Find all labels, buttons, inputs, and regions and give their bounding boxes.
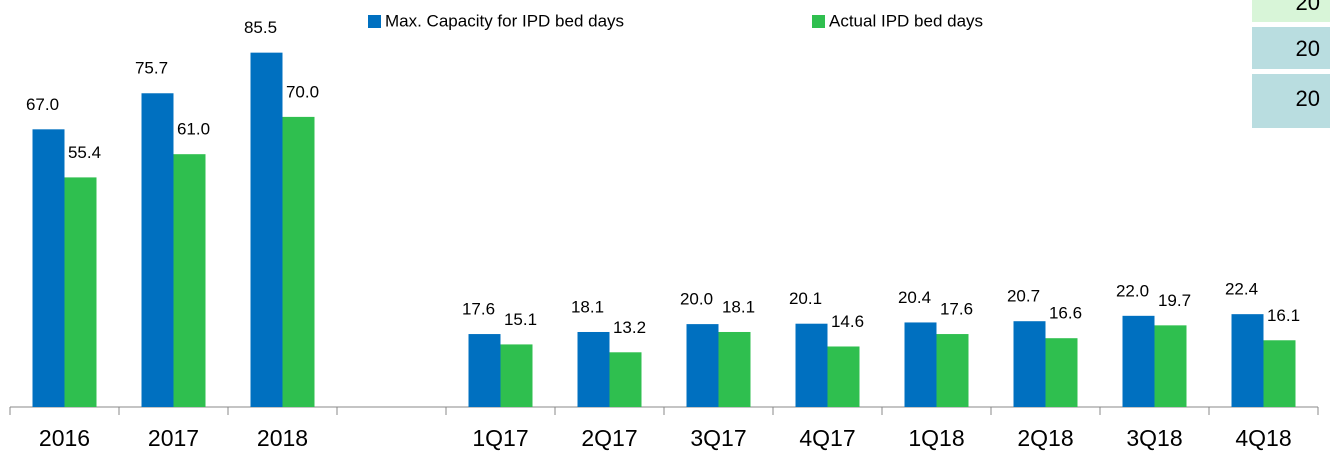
value-label: 55.4 bbox=[68, 143, 101, 162]
legend-swatch bbox=[368, 15, 381, 28]
value-label: 22.0 bbox=[1116, 281, 1149, 300]
value-label: 22.4 bbox=[1225, 280, 1258, 299]
value-label: 20.4 bbox=[898, 288, 931, 307]
x-tick-label: 3Q18 bbox=[1126, 425, 1182, 451]
bar bbox=[1231, 314, 1264, 407]
bar bbox=[718, 331, 751, 407]
table-cell-text: 20 bbox=[1296, 86, 1320, 111]
x-tick-label: 4Q18 bbox=[1235, 425, 1291, 451]
bar bbox=[827, 346, 860, 407]
x-tick-label: 3Q17 bbox=[690, 425, 746, 451]
x-tick-label: 1Q17 bbox=[472, 425, 528, 451]
value-label: 75.7 bbox=[135, 59, 168, 78]
bar bbox=[64, 177, 97, 407]
bar bbox=[250, 52, 283, 408]
bar bbox=[795, 323, 828, 407]
value-label: 70.0 bbox=[286, 82, 319, 101]
value-label: 85.5 bbox=[244, 18, 277, 37]
value-label: 20.0 bbox=[680, 290, 713, 309]
value-label: 18.1 bbox=[571, 297, 604, 316]
legend-label: Actual IPD bed days bbox=[829, 11, 983, 30]
x-tick-label: 4Q17 bbox=[799, 425, 855, 451]
bar bbox=[609, 352, 642, 407]
value-label: 67.0 bbox=[26, 95, 59, 114]
table-cell-text: 20 bbox=[1296, 0, 1320, 15]
value-label: 19.7 bbox=[1158, 291, 1191, 310]
value-label: 17.6 bbox=[462, 300, 495, 319]
bar bbox=[141, 93, 174, 407]
bar bbox=[686, 324, 719, 407]
bar bbox=[1013, 321, 1046, 407]
value-label: 14.6 bbox=[831, 312, 864, 331]
x-tick-label: 2Q18 bbox=[1017, 425, 1073, 451]
x-tick-label: 2Q17 bbox=[581, 425, 637, 451]
bar bbox=[282, 116, 315, 407]
value-label: 18.1 bbox=[722, 297, 755, 316]
table-cell bbox=[1252, 0, 1330, 22]
value-label: 16.1 bbox=[1267, 306, 1300, 325]
table-cell bbox=[1252, 74, 1330, 128]
bar bbox=[936, 334, 969, 407]
value-label: 15.1 bbox=[504, 310, 537, 329]
bar bbox=[904, 322, 937, 407]
bar bbox=[32, 129, 65, 408]
value-label: 61.0 bbox=[177, 120, 210, 139]
x-tick-label: 1Q18 bbox=[908, 425, 964, 451]
bar bbox=[1154, 325, 1187, 407]
value-label: 16.6 bbox=[1049, 304, 1082, 323]
bar bbox=[173, 154, 206, 407]
table-cell bbox=[1252, 27, 1330, 69]
bar bbox=[1122, 315, 1155, 407]
value-label: 17.6 bbox=[940, 300, 973, 319]
value-label: 20.7 bbox=[1007, 287, 1040, 306]
x-tick-label: 2017 bbox=[148, 425, 199, 451]
x-tick-label: 2016 bbox=[39, 425, 90, 451]
table-cell-text: 20 bbox=[1296, 36, 1320, 61]
bar bbox=[577, 331, 610, 407]
legend-label: Max. Capacity for IPD bed days bbox=[385, 11, 624, 30]
bar bbox=[468, 334, 501, 407]
x-tick-label: 2018 bbox=[257, 425, 308, 451]
value-label: 13.2 bbox=[613, 318, 646, 337]
legend-swatch bbox=[812, 15, 825, 28]
bar bbox=[1045, 338, 1078, 407]
bar bbox=[500, 344, 533, 407]
value-label: 20.1 bbox=[789, 289, 822, 308]
bar bbox=[1263, 340, 1296, 407]
